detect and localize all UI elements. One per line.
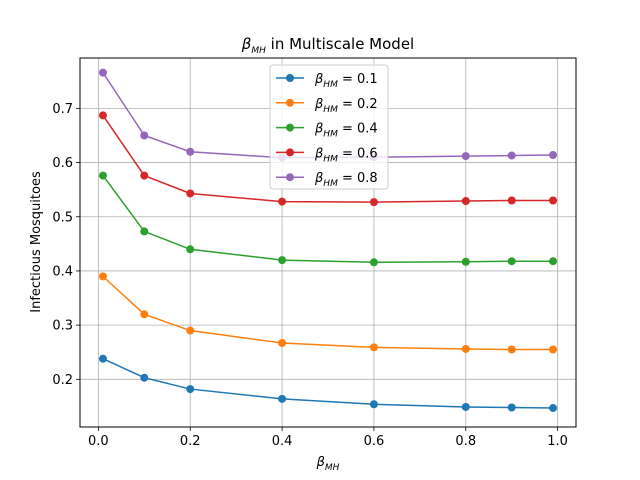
legend-label: βHM = 0.4 [314,122,378,140]
legend-label: βHM = 0.6 [314,146,378,164]
series-4 [98,111,558,207]
legend-entry: βHM = 0.6 [276,146,378,164]
chart-title-symbol: β [241,35,252,53]
data-point [369,258,378,267]
data-point [507,151,516,160]
data-point [278,339,287,348]
legend-label: βHM = 0.8 [314,171,378,189]
legend-swatch-marker [286,74,294,82]
data-point [140,131,149,140]
legend-entries: βHM = 0.1 βHM = 0.2 βHM = 0.4 βHM = 0.6 βHM … [276,72,378,189]
data-point [369,400,378,409]
data-point [140,373,149,382]
legend-entry: βHM = 0.1 [276,72,378,90]
series-line [102,275,554,351]
legend-entry: βHM = 0.8 [276,171,378,189]
y-tick-label: 0.4 [52,264,73,279]
data-point [278,197,287,206]
data-point [186,147,195,156]
data-point [461,197,470,206]
plot-frame [79,57,577,428]
data-point [507,345,516,354]
data-point [507,257,516,266]
y-tick-label: 0.7 [52,102,73,117]
data-point [98,354,107,363]
x-tick-label: 1.0 [547,434,568,449]
x-tick-label: 0.0 [88,434,109,449]
legend-swatch-marker [286,123,294,132]
legend-swatch-marker [286,148,294,157]
x-tick-label: 0.6 [364,434,385,449]
legend-entry: βHM = 0.4 [276,122,378,140]
data-point [549,150,558,159]
data-point [369,198,378,207]
data-point [98,68,107,77]
data-point [461,344,470,353]
series-line [102,115,554,203]
legend-label: βHM = 0.2 [314,97,378,115]
data-point [549,404,558,413]
legend-box [269,64,389,190]
data-point [140,310,149,319]
series-3 [98,171,558,267]
data-point [98,171,107,180]
data-point [140,171,149,180]
x-axis-label-symbol: β [316,455,325,470]
x-axis-ticks: 0.0 0.2 0.4 0.6 0.8 1.0 [88,427,568,449]
x-tick-label: 0.8 [455,434,476,449]
x-axis-label-subscript: MH [325,463,340,473]
data-point [461,402,470,411]
series-1 [98,354,558,413]
data-point [186,245,195,254]
chart-title-rest: in Multiscale Model [266,35,414,53]
data-point [549,345,558,354]
y-axis-label: Infectious Mosquitoes [29,171,44,313]
data-point [507,403,516,412]
y-axis-ticks: 0.2 0.3 0.4 0.5 0.6 0.7 [52,102,80,388]
series-line [102,175,554,264]
data-point [140,227,149,236]
y-tick-label: 0.6 [52,156,73,171]
chart-title: βMH in Multiscale Model [241,35,414,56]
data-point [278,256,287,265]
x-tick-label: 0.2 [180,434,201,449]
y-tick-label: 0.5 [52,210,73,225]
data-point [549,196,558,205]
data-point [186,189,195,198]
y-tick-label: 0.2 [52,373,73,388]
chart-title-subscript: MH [251,46,266,56]
x-tick-label: 0.4 [272,434,293,449]
legend-label: βHM = 0.1 [314,72,378,90]
data-point [369,343,378,352]
data-point [98,111,107,120]
legend: βHM = 0.1 βHM = 0.2 βHM = 0.4 βHM = 0.6 βHM … [269,64,389,190]
data-point [507,196,516,205]
series-line [102,358,554,409]
data-point [461,152,470,161]
y-tick-label: 0.3 [52,319,73,334]
x-axis-label: βMH [316,455,340,473]
series-lines [98,68,558,413]
data-point [278,394,287,403]
series-2 [98,272,558,354]
data-point [186,385,195,394]
data-point [461,257,470,266]
legend-swatch-marker [286,98,294,107]
data-point [98,272,107,281]
legend-entry: βHM = 0.2 [276,97,378,115]
legend-swatch-marker [286,173,294,182]
data-point [186,326,195,335]
data-point [549,257,558,266]
